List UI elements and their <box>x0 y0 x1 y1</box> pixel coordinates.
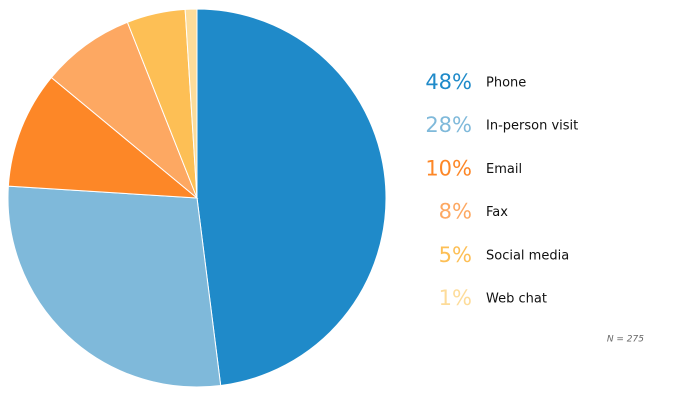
legend-label: Email <box>486 162 522 177</box>
legend-label: Web chat <box>486 292 547 307</box>
legend-label: Social media <box>486 248 569 263</box>
legend-value: 28% <box>425 113 472 137</box>
legend-value: 8% <box>439 200 472 224</box>
legend-value: 1% <box>439 286 472 310</box>
pie-slice <box>184 8 198 199</box>
pie-slice <box>7 185 222 388</box>
pie-slice <box>50 21 198 199</box>
pie-slice <box>196 8 387 387</box>
sample-size-note: N = 275 <box>607 335 644 345</box>
legend-label: Fax <box>486 205 508 220</box>
legend-value: 5% <box>439 243 472 267</box>
legend-label: In-person visit <box>486 119 578 134</box>
legend-value: 48% <box>425 70 472 94</box>
pie-slice <box>7 76 199 199</box>
legend-value: 10% <box>425 156 472 180</box>
legend-label: Phone <box>486 76 526 91</box>
